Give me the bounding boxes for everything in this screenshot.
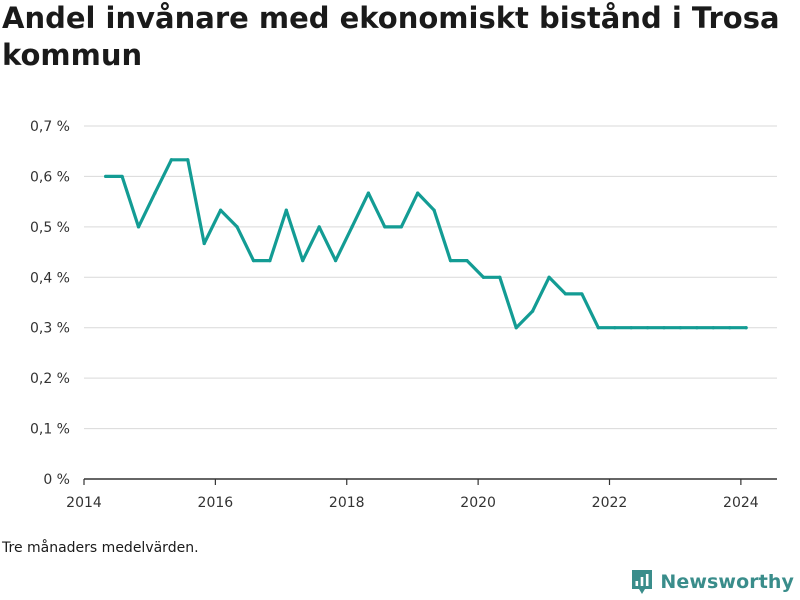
data-point	[613, 326, 617, 330]
data-point	[695, 326, 699, 330]
data-point	[366, 191, 371, 195]
data-point	[580, 292, 584, 296]
data-point	[153, 191, 157, 195]
data-point	[235, 225, 239, 229]
x-tick-label: 2024	[723, 495, 759, 511]
data-point	[333, 259, 338, 263]
data-point	[645, 326, 650, 330]
y-tick-label: 0,6 %	[30, 169, 70, 185]
data-point	[169, 158, 173, 162]
data-point	[104, 174, 108, 179]
y-tick-label: 0,5 %	[30, 220, 70, 236]
data-point	[219, 208, 223, 212]
data-point	[711, 326, 715, 330]
data-point	[514, 326, 518, 330]
series-line	[104, 158, 748, 330]
x-tick-label: 2016	[198, 495, 234, 511]
data-point	[563, 292, 568, 296]
x-tick-label: 2014	[66, 495, 102, 511]
data-point	[202, 241, 206, 246]
y-tick-label: 0,4 %	[30, 270, 70, 286]
data-point	[416, 191, 420, 195]
data-point	[186, 158, 190, 162]
grid-lines	[84, 125, 777, 430]
chart-note: Tre månaders medelvärden.	[2, 540, 199, 556]
data-point	[268, 259, 272, 263]
data-point	[136, 225, 141, 229]
x-tick-label: 2020	[460, 495, 496, 511]
data-point	[629, 326, 633, 330]
y-tick-label: 0,3 %	[30, 321, 70, 337]
x-tick-label: 2018	[329, 495, 365, 511]
chart-title: Andel invånare med ekonomiskt bistånd i …	[2, 1, 780, 72]
y-tick-label: 0,2 %	[30, 371, 70, 387]
data-point	[317, 225, 321, 229]
newsworthy-logo-icon	[632, 570, 653, 594]
data-point	[251, 259, 256, 263]
data-point	[662, 326, 666, 330]
data-point	[728, 326, 732, 330]
y-axis-tick-labels: 0 % 0,1 % 0,2 % 0,3 % 0,4 % 0,5 % 0,6 % 0,7 %	[30, 119, 70, 488]
data-point	[399, 225, 403, 229]
data-point	[498, 275, 502, 279]
data-point	[547, 275, 551, 279]
data-point	[350, 225, 354, 229]
brand-name: Newsworthy	[660, 571, 794, 593]
data-point	[744, 326, 748, 330]
data-point	[481, 275, 485, 279]
data-point	[678, 326, 683, 330]
series-layer	[104, 158, 748, 330]
y-tick-label: 0 %	[43, 472, 70, 488]
data-point	[301, 259, 305, 263]
data-point	[120, 174, 124, 179]
data-point	[383, 225, 387, 229]
data-point	[531, 309, 535, 313]
data-point	[465, 259, 469, 263]
x-tick-label: 2022	[592, 495, 628, 511]
brand-logo[interactable]: Newsworthy	[630, 569, 794, 595]
x-axis: 2014 2016 2018 2020 2022 2024	[66, 478, 777, 511]
y-tick-label: 0,7 %	[30, 119, 70, 135]
data-point	[448, 259, 453, 263]
data-point	[284, 208, 288, 212]
y-tick-label: 0,1 %	[30, 422, 70, 438]
data-point	[432, 208, 436, 212]
data-point	[596, 326, 600, 330]
